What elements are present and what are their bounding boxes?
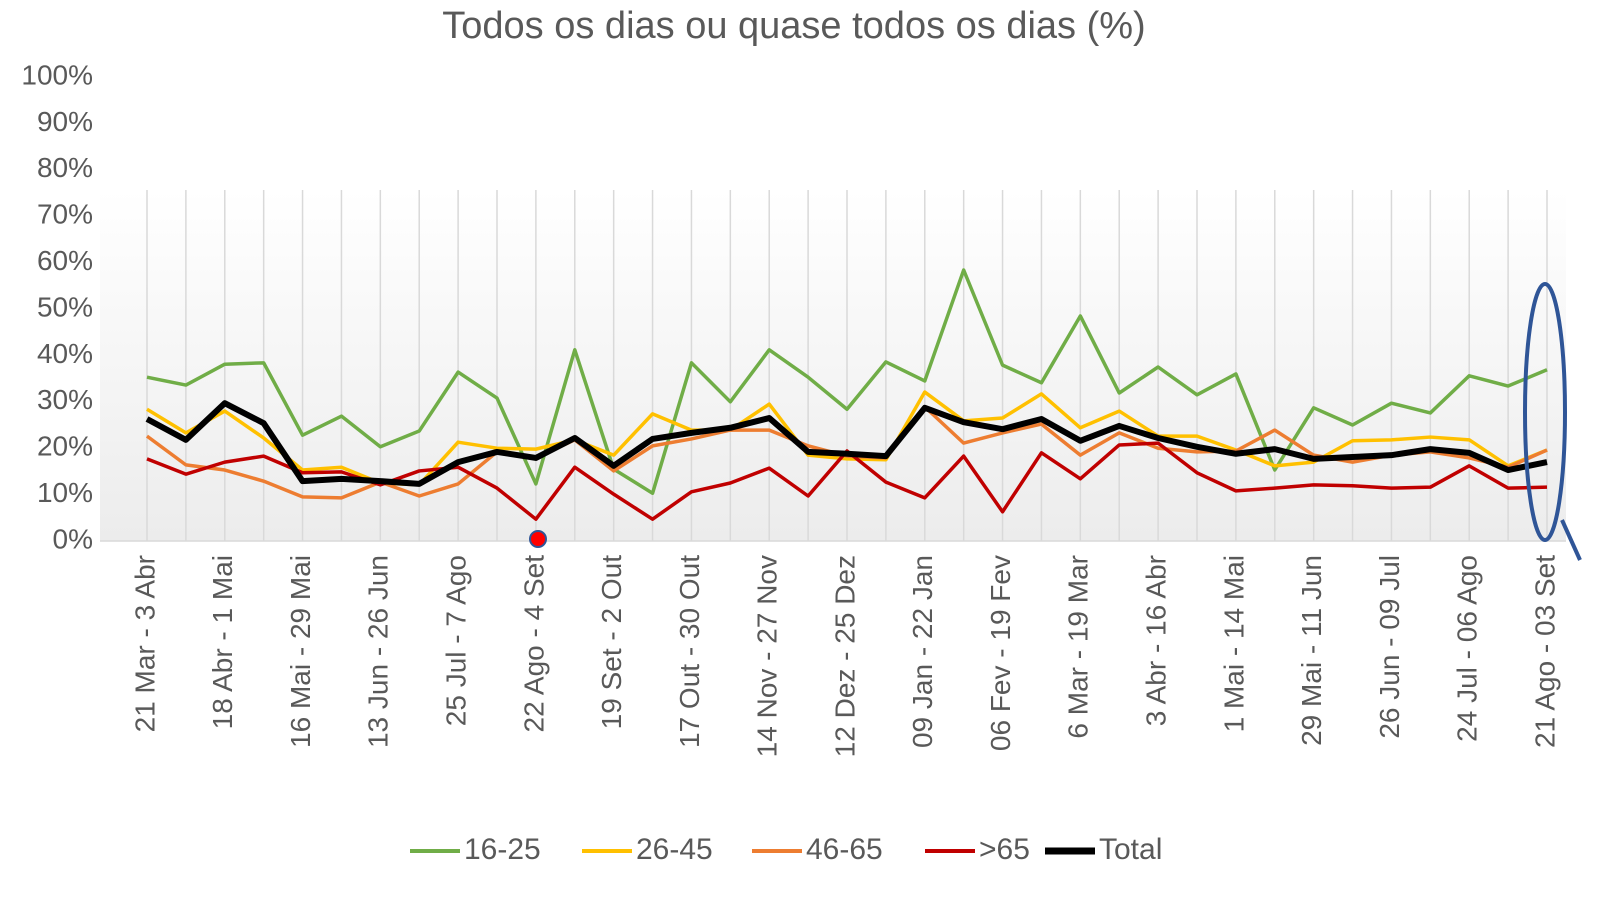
x-tick-label: 6 Mar - 19 Mar (1063, 555, 1094, 739)
y-tick-label: 40% (37, 338, 93, 369)
x-tick-label: 22 Ago - 4 Set (518, 555, 549, 733)
x-tick-label: 21 Mar - 3 Abr (129, 555, 160, 732)
y-tick-label: 70% (37, 199, 93, 230)
y-tick-label: 30% (37, 384, 93, 415)
legend-label: >65 (979, 833, 1030, 866)
grid (100, 190, 1566, 542)
x-tick-label: 16 Mai - 29 Mai (285, 555, 316, 748)
x-tick-label: 24 Jul - 06 Ago (1452, 555, 1483, 742)
y-tick-label: 20% (37, 431, 93, 462)
y-tick-label: 80% (37, 152, 93, 183)
x-tick-label: 21 Ago - 03 Set (1529, 555, 1560, 748)
x-tick-label: 12 Dez - 25 Dez (829, 555, 860, 757)
y-tick-label: 100% (21, 59, 93, 90)
y-tick-label: 90% (37, 106, 93, 137)
y-tick-label: 0% (53, 523, 93, 554)
x-tick-label: 19 Set - 2 Out (596, 555, 627, 730)
y-tick-label: 50% (37, 291, 93, 322)
plot-background (100, 190, 1566, 541)
legend-label: Total (1099, 833, 1162, 866)
arrow (1560, 519, 1582, 561)
highlight-ellipse (1523, 282, 1567, 542)
x-tick-label: 1 Mai - 14 Mai (1218, 555, 1249, 732)
y-tick-label: 10% (37, 477, 93, 508)
x-tick-label: 18 Abr - 1 Mai (207, 555, 238, 729)
x-tick-label: 09 Jan - 22 Jan (907, 555, 938, 748)
lines (145, 268, 1548, 521)
series-line (145, 400, 1548, 487)
x-tick-label: 13 Jun - 26 Jun (363, 555, 394, 748)
x-tick-label: 25 Jul - 7 Ago (441, 555, 472, 726)
series-line (146, 268, 1548, 495)
legend-label: 16-25 (464, 833, 541, 866)
legend-label: 26-45 (636, 833, 713, 866)
x-tick-label: 29 Mai - 11 Jun (1296, 555, 1327, 746)
chart-title: Todos os dias ou quase todos os dias (%) (442, 5, 1145, 47)
highlight-dot (529, 530, 547, 548)
legend-label: 46-65 (806, 833, 883, 866)
x-tick-label: 17 Out - 30 Out (674, 555, 705, 748)
x-tick-label: 26 Jun - 09 Jul (1374, 555, 1405, 739)
x-tick-label: 06 Fev - 19 Fev (985, 555, 1016, 751)
x-tick-label: 3 Abr - 16 Abr (1141, 555, 1172, 726)
x-tick-label: 14 Nov - 27 Nov (752, 555, 783, 757)
y-tick-label: 60% (37, 245, 93, 276)
